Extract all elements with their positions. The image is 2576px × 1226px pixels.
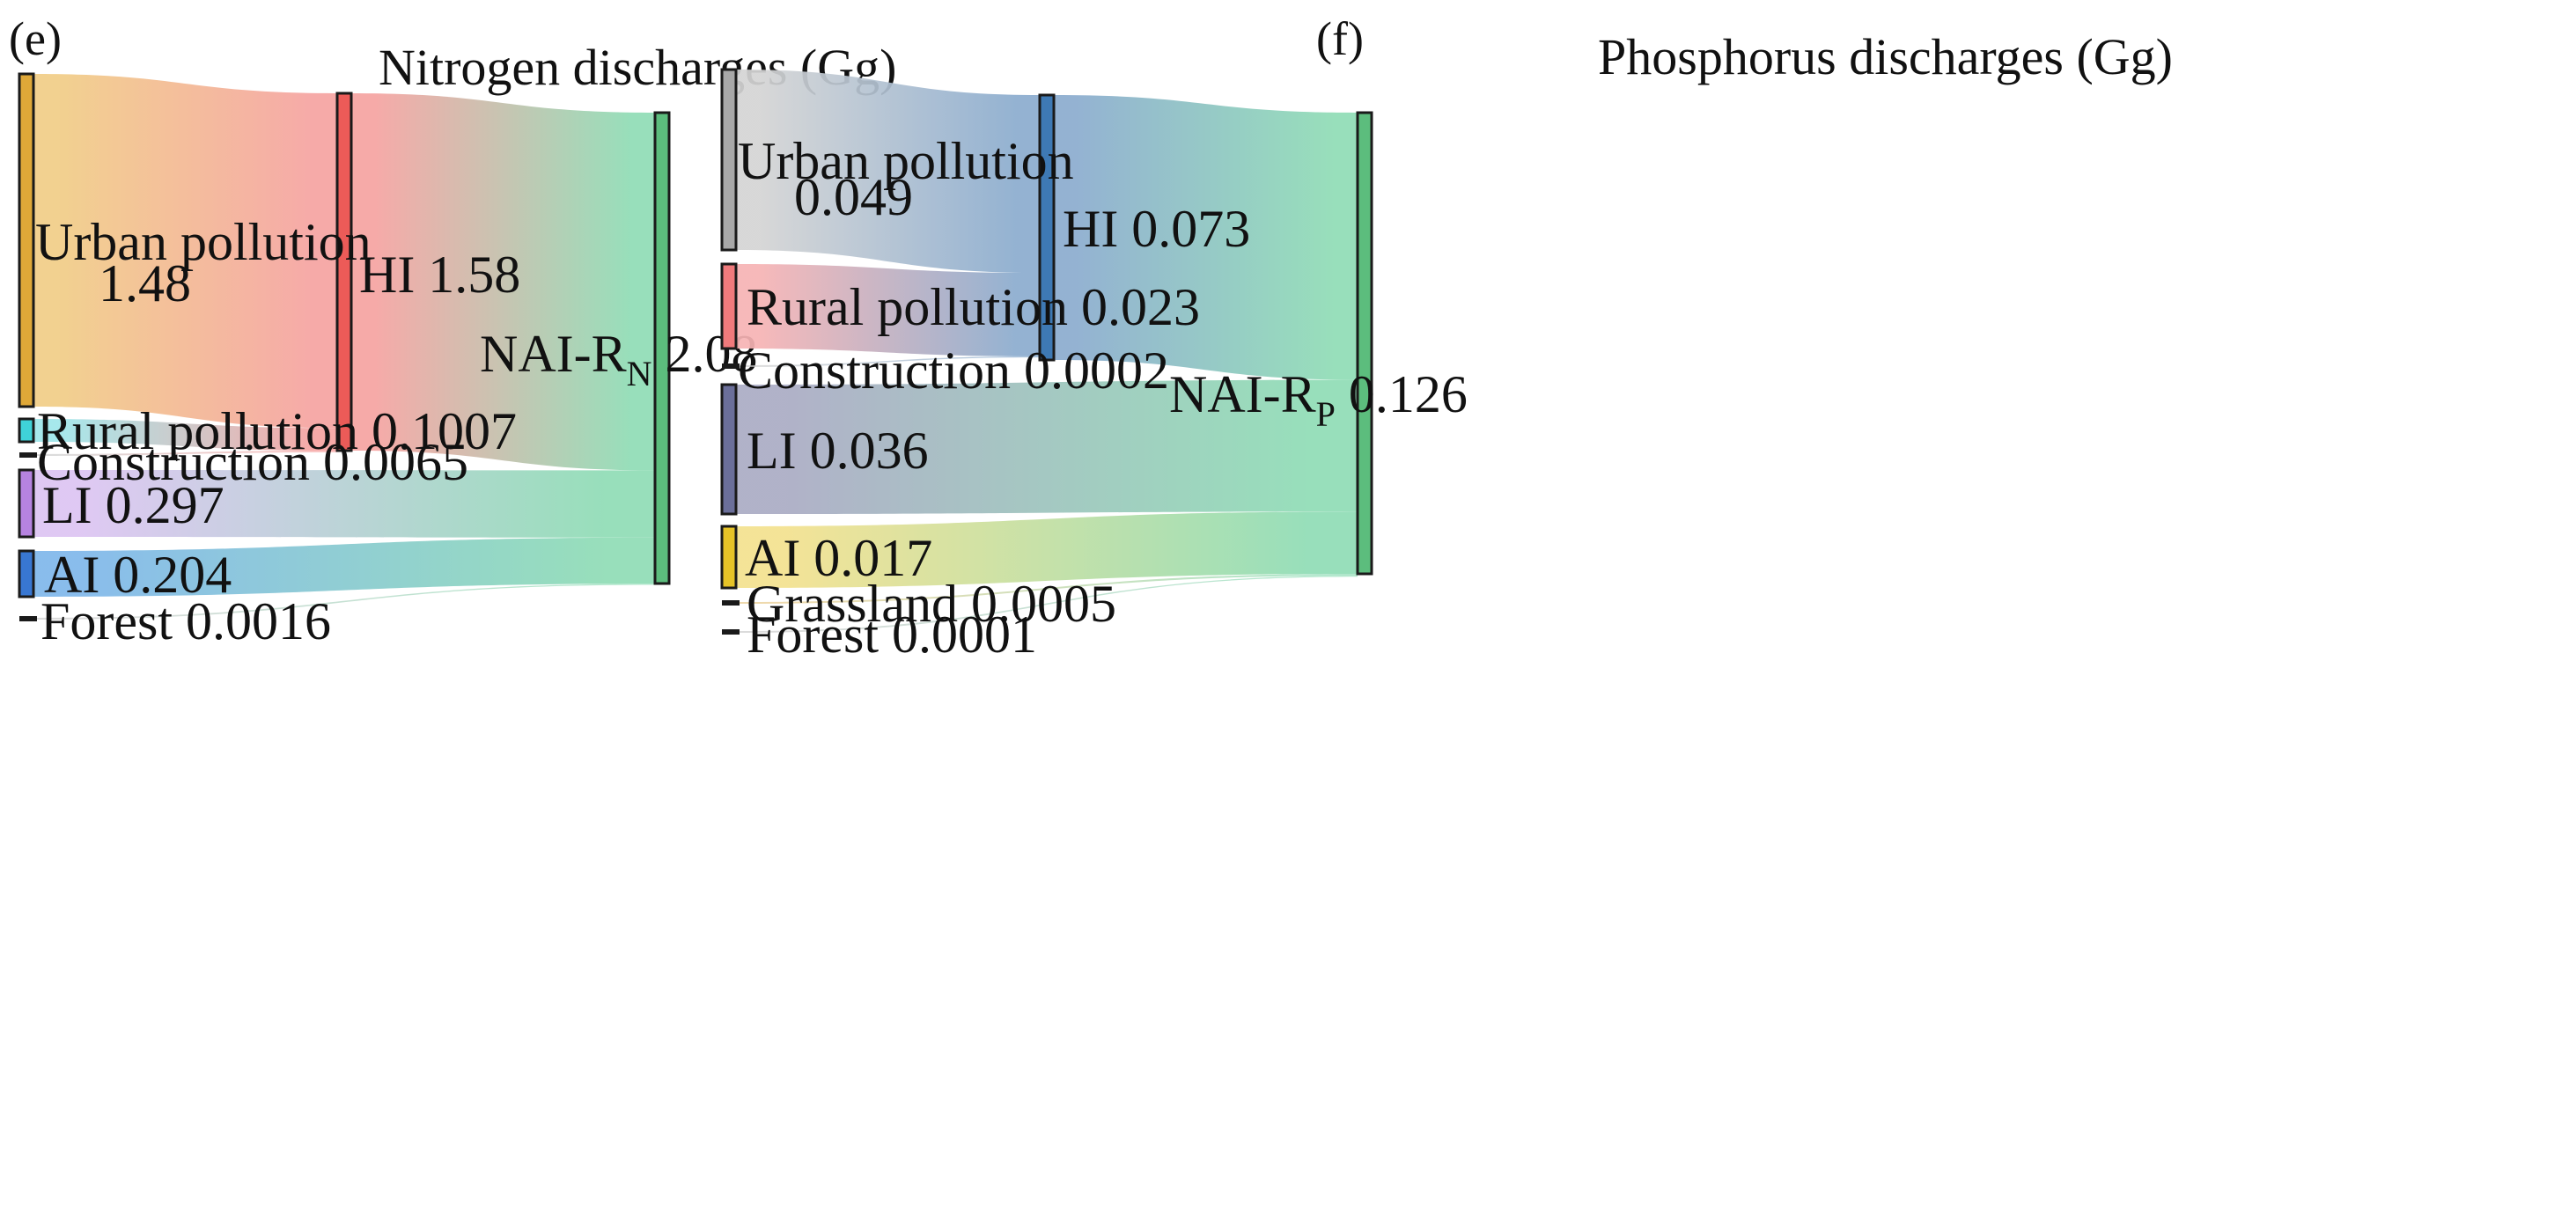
- nitrogen-links: [33, 74, 655, 620]
- node-ai: [18, 549, 35, 598]
- link-construction-to-hi: [33, 451, 337, 456]
- link-rural-to-hi: [736, 264, 1040, 356]
- label-urban-line1: Urban pollution: [738, 132, 1074, 190]
- nitrogen-nodes: [18, 72, 671, 621]
- link-forest-to-nai: [736, 576, 1358, 633]
- label-grassland: Grassland 0.0005: [747, 575, 1116, 633]
- label-forest: Forest 0.0016: [40, 592, 331, 650]
- label-construction: Construction 0.0065: [37, 433, 468, 491]
- node-rural: [18, 417, 35, 444]
- label-li: LI 0.297: [42, 476, 224, 534]
- label-hi: HI 1.58: [359, 246, 520, 304]
- link-li-to-nai: [736, 379, 1358, 514]
- phosphorus-nodes: [720, 68, 1373, 635]
- phosphorus-links: [736, 70, 1358, 633]
- label-urban-line2: 0.049: [794, 168, 913, 226]
- node-construction: [19, 452, 37, 458]
- link-li-to-nai: [33, 470, 655, 538]
- label-urban-line1: Urban pollution: [35, 213, 372, 271]
- node-li: [720, 383, 738, 516]
- node-rural: [720, 262, 738, 350]
- link-construction-to-hi: [736, 356, 1040, 367]
- label-construction: Construction 0.0002: [738, 341, 1169, 400]
- label-rural: Rural pollution 0.023: [747, 278, 1200, 336]
- node-hi: [335, 92, 353, 452]
- link-rural-to-hi: [33, 419, 337, 451]
- node-grassland: [722, 600, 740, 606]
- node-urban: [18, 72, 35, 408]
- node-forest: [19, 616, 37, 621]
- label-rural: Rural pollution 0.1007: [37, 402, 517, 460]
- label-nai: NAI-RN 2.08: [480, 325, 758, 393]
- phosphorus-sankey-panel: (f) Phosphorus discharges (Gg) Urban pol…: [720, 12, 2173, 664]
- label-nai: NAI-RP 0.126: [1169, 365, 1468, 434]
- label-forest: Forest 0.0001: [747, 606, 1037, 664]
- link-grassland-to-nai: [736, 574, 1358, 604]
- label-ai: AI 0.017: [745, 529, 932, 587]
- node-forest: [722, 629, 740, 635]
- node-urban: [720, 68, 738, 252]
- node-construction: [722, 363, 740, 369]
- label-urban-line2: 1.48: [99, 254, 191, 312]
- link-ai-to-nai: [33, 537, 655, 597]
- node-nai: [653, 111, 671, 585]
- link-forest-to-nai: [33, 584, 655, 620]
- link-urban-to-hi: [33, 74, 337, 429]
- phosphorus-chart-title: Phosphorus discharges (Gg): [1598, 28, 2173, 85]
- link-ai-to-nai: [736, 511, 1358, 588]
- link-hi-to-nai: [1054, 95, 1358, 380]
- node-li: [18, 468, 35, 539]
- link-hi-to-nai: [351, 93, 655, 471]
- panel-letter-f: (f): [1316, 12, 1364, 65]
- node-hi: [1038, 93, 1056, 362]
- label-hi: HI 0.073: [1063, 200, 1250, 258]
- link-urban-to-hi: [736, 70, 1040, 274]
- nitrogen-sankey-panel: (e) Nitrogen discharges (Gg) Urban pollu…: [9, 12, 896, 650]
- panel-letter-e: (e): [9, 12, 62, 65]
- node-ai: [720, 525, 738, 590]
- label-ai: AI 0.204: [44, 546, 232, 604]
- node-nai: [1356, 111, 1373, 576]
- label-li: LI 0.036: [747, 422, 929, 480]
